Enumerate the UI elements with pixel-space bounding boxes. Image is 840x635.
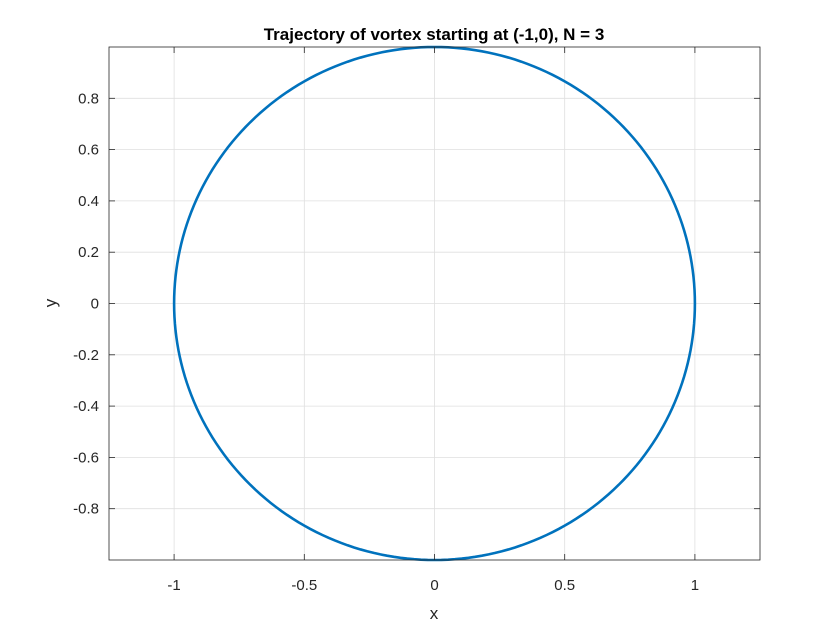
y-tick-label: 0.4 bbox=[78, 193, 99, 210]
y-tick-label: 0.8 bbox=[78, 90, 99, 107]
chart-title: Trajectory of vortex starting at (-1,0),… bbox=[264, 25, 605, 44]
y-tick-labels: -0.8 -0.6 -0.4 -0.2 0 0.2 0.4 0.6 0.8 bbox=[73, 90, 99, 517]
y-tick-label: -0.6 bbox=[73, 449, 99, 466]
tick-marks bbox=[109, 47, 760, 560]
x-tick-labels: -1 -0.5 0 0.5 1 bbox=[167, 577, 699, 594]
y-tick-label: -0.2 bbox=[73, 347, 99, 364]
x-tick-label: -0.5 bbox=[291, 577, 317, 594]
y-tick-label: -0.4 bbox=[73, 398, 99, 415]
x-tick-label: -1 bbox=[167, 577, 180, 594]
x-tick-label: 0.5 bbox=[554, 577, 575, 594]
y-tick-label: -0.8 bbox=[73, 501, 99, 518]
x-tick-label: 0 bbox=[430, 577, 438, 594]
grid-lines bbox=[109, 47, 760, 560]
plot-area bbox=[172, 45, 697, 562]
x-tick-label: 1 bbox=[691, 577, 699, 594]
y-tick-label: 0.6 bbox=[78, 142, 99, 159]
y-tick-label: 0 bbox=[91, 296, 99, 313]
trajectory-line bbox=[172, 45, 697, 562]
y-tick-label: 0.2 bbox=[78, 244, 99, 261]
x-axis-label: x bbox=[430, 604, 439, 623]
y-axis-label: y bbox=[41, 298, 60, 307]
